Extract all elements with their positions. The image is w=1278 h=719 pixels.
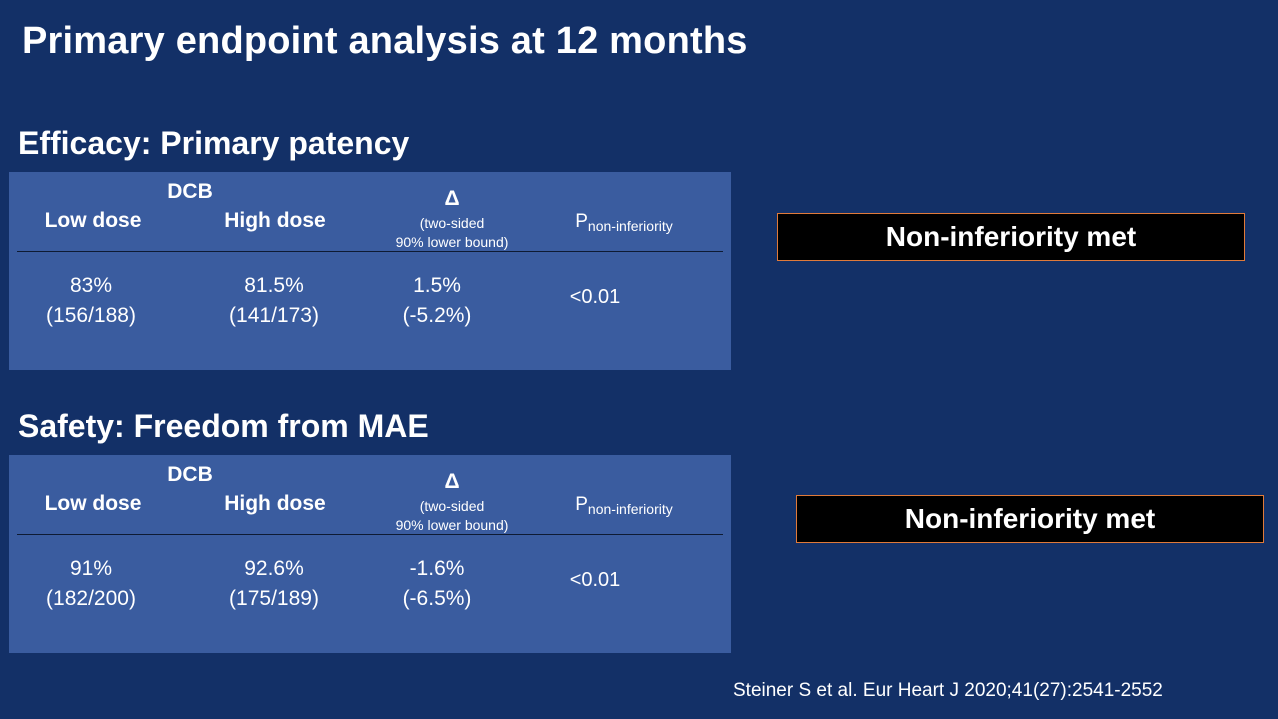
delta-note-line2: 90% lower bound)	[395, 517, 509, 533]
high-dose-header: High dose	[224, 492, 326, 515]
delta-estimate: -1.6%	[409, 557, 465, 580]
low-dose-count: (182/200)	[46, 587, 136, 610]
safety-heading: Safety: Freedom from MAE	[18, 408, 429, 444]
p-header: Pnon-inferiority	[549, 211, 699, 234]
citation: Steiner S et al. Eur Heart J 2020;41(27)…	[733, 680, 1163, 701]
delta-note-line1: (two-sided	[419, 498, 485, 514]
safety-verdict-badge: Non-inferiority met	[796, 495, 1264, 543]
high-dose-header: High dose	[224, 209, 326, 232]
high-dose-value: 81.5% (141/173)	[204, 271, 344, 331]
delta-lower-bound: (-5.2%)	[402, 304, 472, 327]
header-divider	[17, 251, 723, 252]
efficacy-results-table: DCB Low dose High dose Δ (two-sided 90% …	[9, 172, 731, 370]
low-dose-count: (156/188)	[46, 304, 136, 327]
delta-note-line1: (two-sided	[419, 215, 485, 231]
high-dose-value: 92.6% (175/189)	[204, 554, 344, 614]
delta-header: Δ	[444, 470, 460, 493]
delta-estimate: 1.5%	[413, 274, 461, 297]
low-dose-percent: 83%	[69, 274, 113, 297]
low-dose-header: Low dose	[44, 492, 142, 515]
delta-header-note: (two-sided 90% lower bound)	[377, 214, 527, 252]
p-header-main: P	[575, 494, 588, 515]
high-dose-count: (141/173)	[229, 304, 319, 327]
delta-header-note: (two-sided 90% lower bound)	[377, 497, 527, 535]
efficacy-heading: Efficacy: Primary patency	[18, 125, 410, 161]
low-dose-header: Low dose	[44, 209, 142, 232]
low-dose-percent: 91%	[69, 557, 113, 580]
dcb-group-header: DCB	[167, 463, 213, 486]
high-dose-percent: 81.5%	[244, 274, 304, 297]
delta-lower-bound: (-6.5%)	[402, 587, 472, 610]
delta-header: Δ	[444, 187, 460, 210]
p-header-sub: non-inferiority	[587, 218, 673, 234]
p-value: <0.01	[569, 569, 621, 591]
low-dose-value: 83% (156/188)	[25, 271, 157, 331]
header-divider	[17, 534, 723, 535]
delta-value: 1.5% (-5.2%)	[377, 271, 497, 331]
delta-value: -1.6% (-6.5%)	[377, 554, 497, 614]
high-dose-count: (175/189)	[229, 587, 319, 610]
efficacy-verdict-badge: Non-inferiority met	[777, 213, 1245, 261]
low-dose-value: 91% (182/200)	[25, 554, 157, 614]
p-value: <0.01	[569, 286, 621, 308]
p-header-sub: non-inferiority	[587, 501, 673, 517]
safety-results-table: DCB Low dose High dose Δ (two-sided 90% …	[9, 455, 731, 653]
slide-title: Primary endpoint analysis at 12 months	[22, 20, 748, 62]
delta-note-line2: 90% lower bound)	[395, 234, 509, 250]
p-header: Pnon-inferiority	[549, 494, 699, 517]
p-header-main: P	[575, 211, 588, 232]
high-dose-percent: 92.6%	[244, 557, 304, 580]
dcb-group-header: DCB	[167, 180, 213, 203]
